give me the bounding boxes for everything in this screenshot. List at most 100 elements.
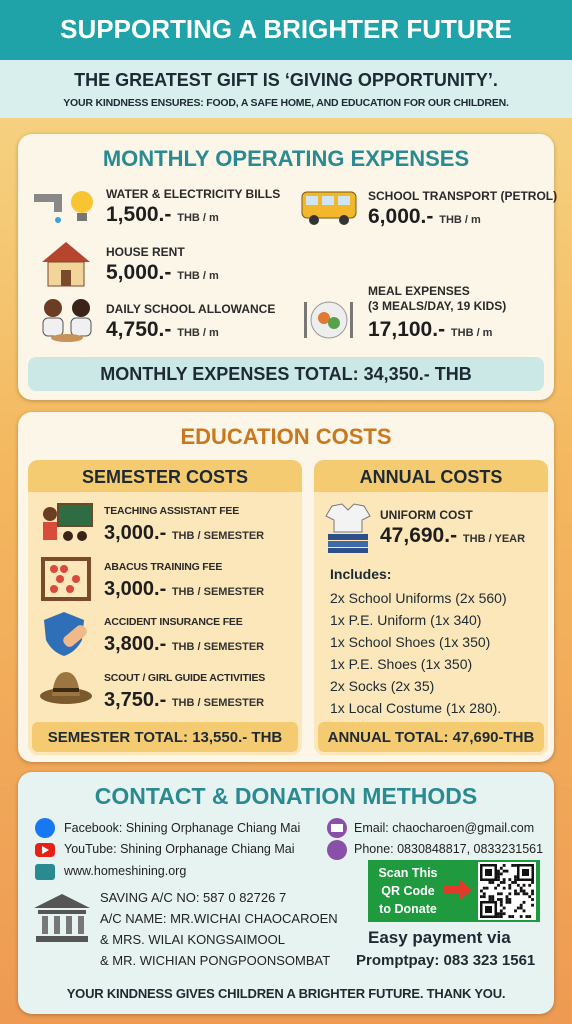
phone[interactable]: Phone: 0830848817, 0833231561	[354, 842, 544, 856]
item-note: (3 MEALS/DAY, 19 KIDS)	[368, 299, 507, 313]
qr-line: QR Code	[381, 884, 435, 898]
includes-title: Includes:	[330, 566, 392, 582]
qr-module	[522, 909, 526, 913]
semester-header	[28, 460, 302, 492]
payment-heading: Easy payment via	[368, 928, 511, 947]
utility-icon	[34, 191, 93, 223]
house-icon	[42, 242, 90, 287]
item-amount: 4,750.- THB / m	[106, 318, 219, 342]
qr-module	[508, 915, 512, 918]
qr-code[interactable]	[478, 862, 536, 920]
item-amount: 3,000.- THB / SEMESTER	[104, 578, 264, 601]
qr-module	[525, 915, 529, 918]
qr-module	[502, 881, 506, 884]
amount: 3,000.-	[104, 578, 167, 600]
qr-module	[497, 912, 500, 916]
qr-module	[499, 903, 503, 907]
qr-module	[531, 898, 534, 901]
qr-module	[482, 886, 486, 890]
qr-module	[499, 892, 503, 896]
youtube[interactable]: YouTube: Shining Orphanage Chiang Mai	[64, 842, 295, 856]
qr-module	[502, 886, 506, 890]
bank-account: SAVING A/C NO: 587 0 82726 7	[100, 890, 287, 905]
box-title: ANNUAL COSTS	[359, 467, 503, 487]
qr-module	[516, 892, 520, 896]
qr-module	[519, 889, 523, 893]
qr-line: Scan This	[378, 866, 438, 880]
qr-module	[497, 883, 500, 887]
qr-module	[528, 915, 532, 918]
qr-module	[531, 881, 534, 884]
qr-module	[502, 869, 506, 873]
qr-module	[514, 864, 517, 867]
qr-module	[508, 883, 512, 887]
email[interactable]: Email: chaocharoen@gmail.com	[354, 821, 535, 835]
qr-module	[497, 878, 500, 882]
total-bar	[28, 357, 544, 391]
unit: THB / m	[450, 327, 493, 339]
abacus-icon	[41, 557, 91, 601]
qr-module	[502, 878, 506, 882]
amount: 6,000.-	[368, 205, 434, 228]
qr-module	[519, 886, 523, 890]
qr-module	[491, 881, 495, 884]
subtitle-band	[0, 60, 572, 118]
qr-module	[522, 900, 526, 904]
qr-module	[516, 883, 520, 887]
qr-module	[519, 903, 523, 907]
qr-module	[531, 903, 534, 907]
total: MONTHLY EXPENSES TOTAL: 34,350.- THB	[100, 364, 472, 384]
section-title: MONTHLY OPERATING EXPENSES	[102, 146, 470, 171]
website[interactable]: www.homeshining.org	[64, 864, 187, 878]
qr-module	[497, 869, 500, 873]
qr-module	[491, 895, 495, 899]
qr-module	[488, 895, 492, 899]
unit: THB / SEMESTER	[171, 641, 265, 653]
qr-module	[502, 912, 506, 916]
item-amount: 3,800.- THB / SEMESTER	[104, 633, 264, 656]
qr-module	[511, 864, 515, 867]
qr-module	[519, 906, 523, 910]
qr-module	[508, 892, 512, 896]
qr-module	[514, 881, 517, 884]
qr-module	[497, 872, 500, 876]
qr-module	[505, 869, 509, 873]
qr-module	[497, 898, 500, 901]
amount: 3,750.-	[104, 689, 167, 711]
unit: THB / SEMESTER	[171, 586, 265, 598]
amount: 5,000.-	[106, 261, 172, 284]
qr-module	[511, 915, 515, 918]
qr-module	[514, 889, 517, 893]
qr-module	[528, 895, 532, 899]
unit: THB / YEAR	[462, 533, 526, 545]
item-amount: 3,750.- THB / SEMESTER	[104, 689, 264, 712]
total-bar	[32, 722, 298, 752]
qr-module	[502, 906, 506, 910]
item-label: TEACHING ASSISTANT FEE	[104, 505, 240, 517]
qr-module	[499, 866, 503, 870]
facebook[interactable]: Facebook: Shining Orphanage Chiang Mai	[64, 821, 301, 835]
section-title: EDUCATION COSTS	[180, 424, 392, 449]
include-item: 1x P.E. Uniform (1x 340)	[330, 612, 482, 628]
qr-module	[514, 909, 517, 913]
qr-module	[531, 889, 534, 893]
children-icon	[42, 299, 92, 342]
total-bar	[318, 722, 544, 752]
qr-module	[531, 892, 534, 896]
section-title: CONTACT & DONATION METHODS	[94, 783, 478, 809]
qr-module	[499, 872, 503, 876]
amount: 1,500.-	[106, 203, 172, 226]
amount: 17,100.-	[368, 318, 446, 341]
item-label: ACCIDENT INSURANCE FEE	[104, 616, 243, 628]
qr-module	[508, 878, 512, 882]
social-icons	[35, 818, 55, 880]
item-label: WATER & ELECTRICITY BILLS	[106, 187, 281, 201]
qr-module	[485, 906, 492, 913]
item-amount: 17,100.- THB / m	[368, 318, 492, 342]
qr-module	[480, 895, 483, 899]
qr-module	[497, 892, 500, 896]
qr-module	[514, 892, 517, 896]
qr-module	[522, 883, 526, 887]
include-item: 1x School Shoes (1x 350)	[330, 634, 491, 650]
